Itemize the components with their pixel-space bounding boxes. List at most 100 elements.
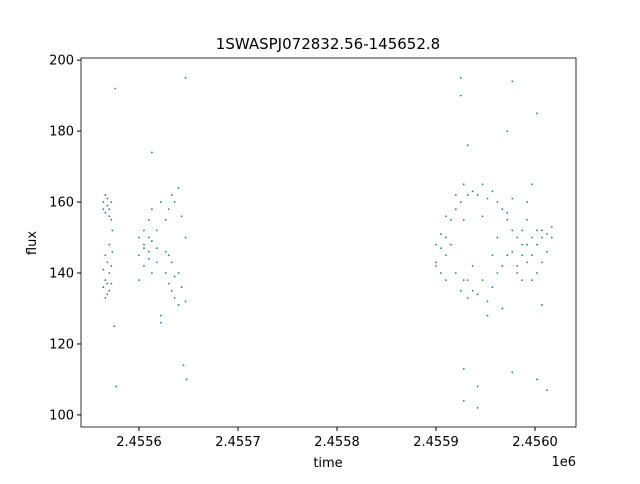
point	[164, 272, 167, 274]
x-tick-label: 2.4559	[413, 435, 459, 450]
point	[106, 293, 109, 296]
point	[486, 314, 489, 317]
point	[454, 208, 457, 211]
point	[184, 300, 187, 303]
point	[143, 247, 145, 250]
point	[170, 194, 173, 196]
y-tick-label: 100	[49, 408, 74, 423]
point	[545, 233, 548, 235]
y-axis-label: flux	[25, 231, 40, 255]
point	[104, 279, 107, 282]
point	[536, 272, 538, 274]
point	[445, 279, 447, 282]
point	[150, 151, 153, 154]
point	[541, 261, 543, 264]
point	[167, 254, 170, 257]
point	[164, 250, 167, 253]
point	[466, 144, 469, 147]
point	[138, 236, 140, 239]
point	[481, 183, 484, 186]
point	[481, 279, 484, 282]
point	[104, 254, 107, 257]
point	[102, 268, 105, 271]
point	[150, 272, 153, 274]
point	[541, 304, 543, 306]
point	[102, 286, 105, 289]
point	[521, 279, 524, 282]
point	[155, 261, 158, 264]
point	[476, 194, 479, 196]
point	[516, 236, 519, 239]
point	[471, 190, 474, 193]
point	[476, 406, 479, 409]
point	[531, 183, 533, 186]
point	[531, 236, 533, 239]
point	[104, 296, 107, 299]
point	[150, 208, 153, 211]
point	[435, 243, 437, 246]
point	[110, 218, 113, 221]
y-tick-label: 120	[49, 337, 74, 352]
point	[476, 385, 479, 388]
x-tick-label: 2.4556	[116, 435, 162, 450]
point	[449, 243, 452, 246]
point	[173, 275, 176, 278]
point	[114, 87, 117, 90]
point	[159, 321, 162, 324]
point	[148, 257, 150, 260]
point	[531, 279, 533, 282]
point	[143, 229, 145, 232]
point	[454, 194, 457, 196]
point	[521, 229, 524, 232]
point	[148, 250, 150, 253]
point	[511, 197, 514, 200]
point	[155, 229, 158, 232]
point	[516, 265, 519, 267]
point	[177, 186, 180, 189]
x-tick-label: 2.4558	[314, 435, 360, 450]
point	[185, 378, 188, 381]
point	[526, 218, 528, 221]
point	[496, 201, 499, 203]
point	[459, 76, 462, 79]
point	[459, 289, 462, 292]
point	[150, 240, 153, 242]
point	[550, 236, 553, 239]
point	[511, 250, 514, 253]
point	[110, 201, 113, 203]
point	[491, 286, 494, 289]
point	[545, 389, 548, 391]
x-offset-label: 1e6	[551, 455, 576, 470]
point	[462, 183, 465, 186]
point	[471, 265, 474, 267]
x-axis-label: time	[313, 456, 342, 471]
point	[462, 399, 465, 402]
point	[143, 243, 145, 246]
point	[184, 76, 187, 79]
point	[521, 254, 524, 257]
point	[486, 300, 489, 303]
point	[184, 236, 187, 239]
point	[445, 215, 447, 218]
point	[440, 247, 442, 250]
point	[170, 289, 173, 292]
point	[481, 215, 484, 218]
point	[521, 243, 524, 246]
point	[108, 215, 111, 218]
point	[108, 289, 111, 292]
point	[111, 229, 114, 232]
point	[440, 272, 442, 274]
point	[459, 201, 462, 203]
point	[445, 236, 447, 239]
point	[155, 247, 158, 250]
point	[143, 265, 145, 267]
point	[102, 208, 105, 211]
point	[148, 218, 150, 221]
point	[462, 367, 465, 370]
point	[106, 282, 109, 285]
point	[511, 371, 514, 374]
chart-title: 1SWASPJ072832.56-145652.8	[216, 35, 440, 53]
point	[466, 194, 469, 196]
